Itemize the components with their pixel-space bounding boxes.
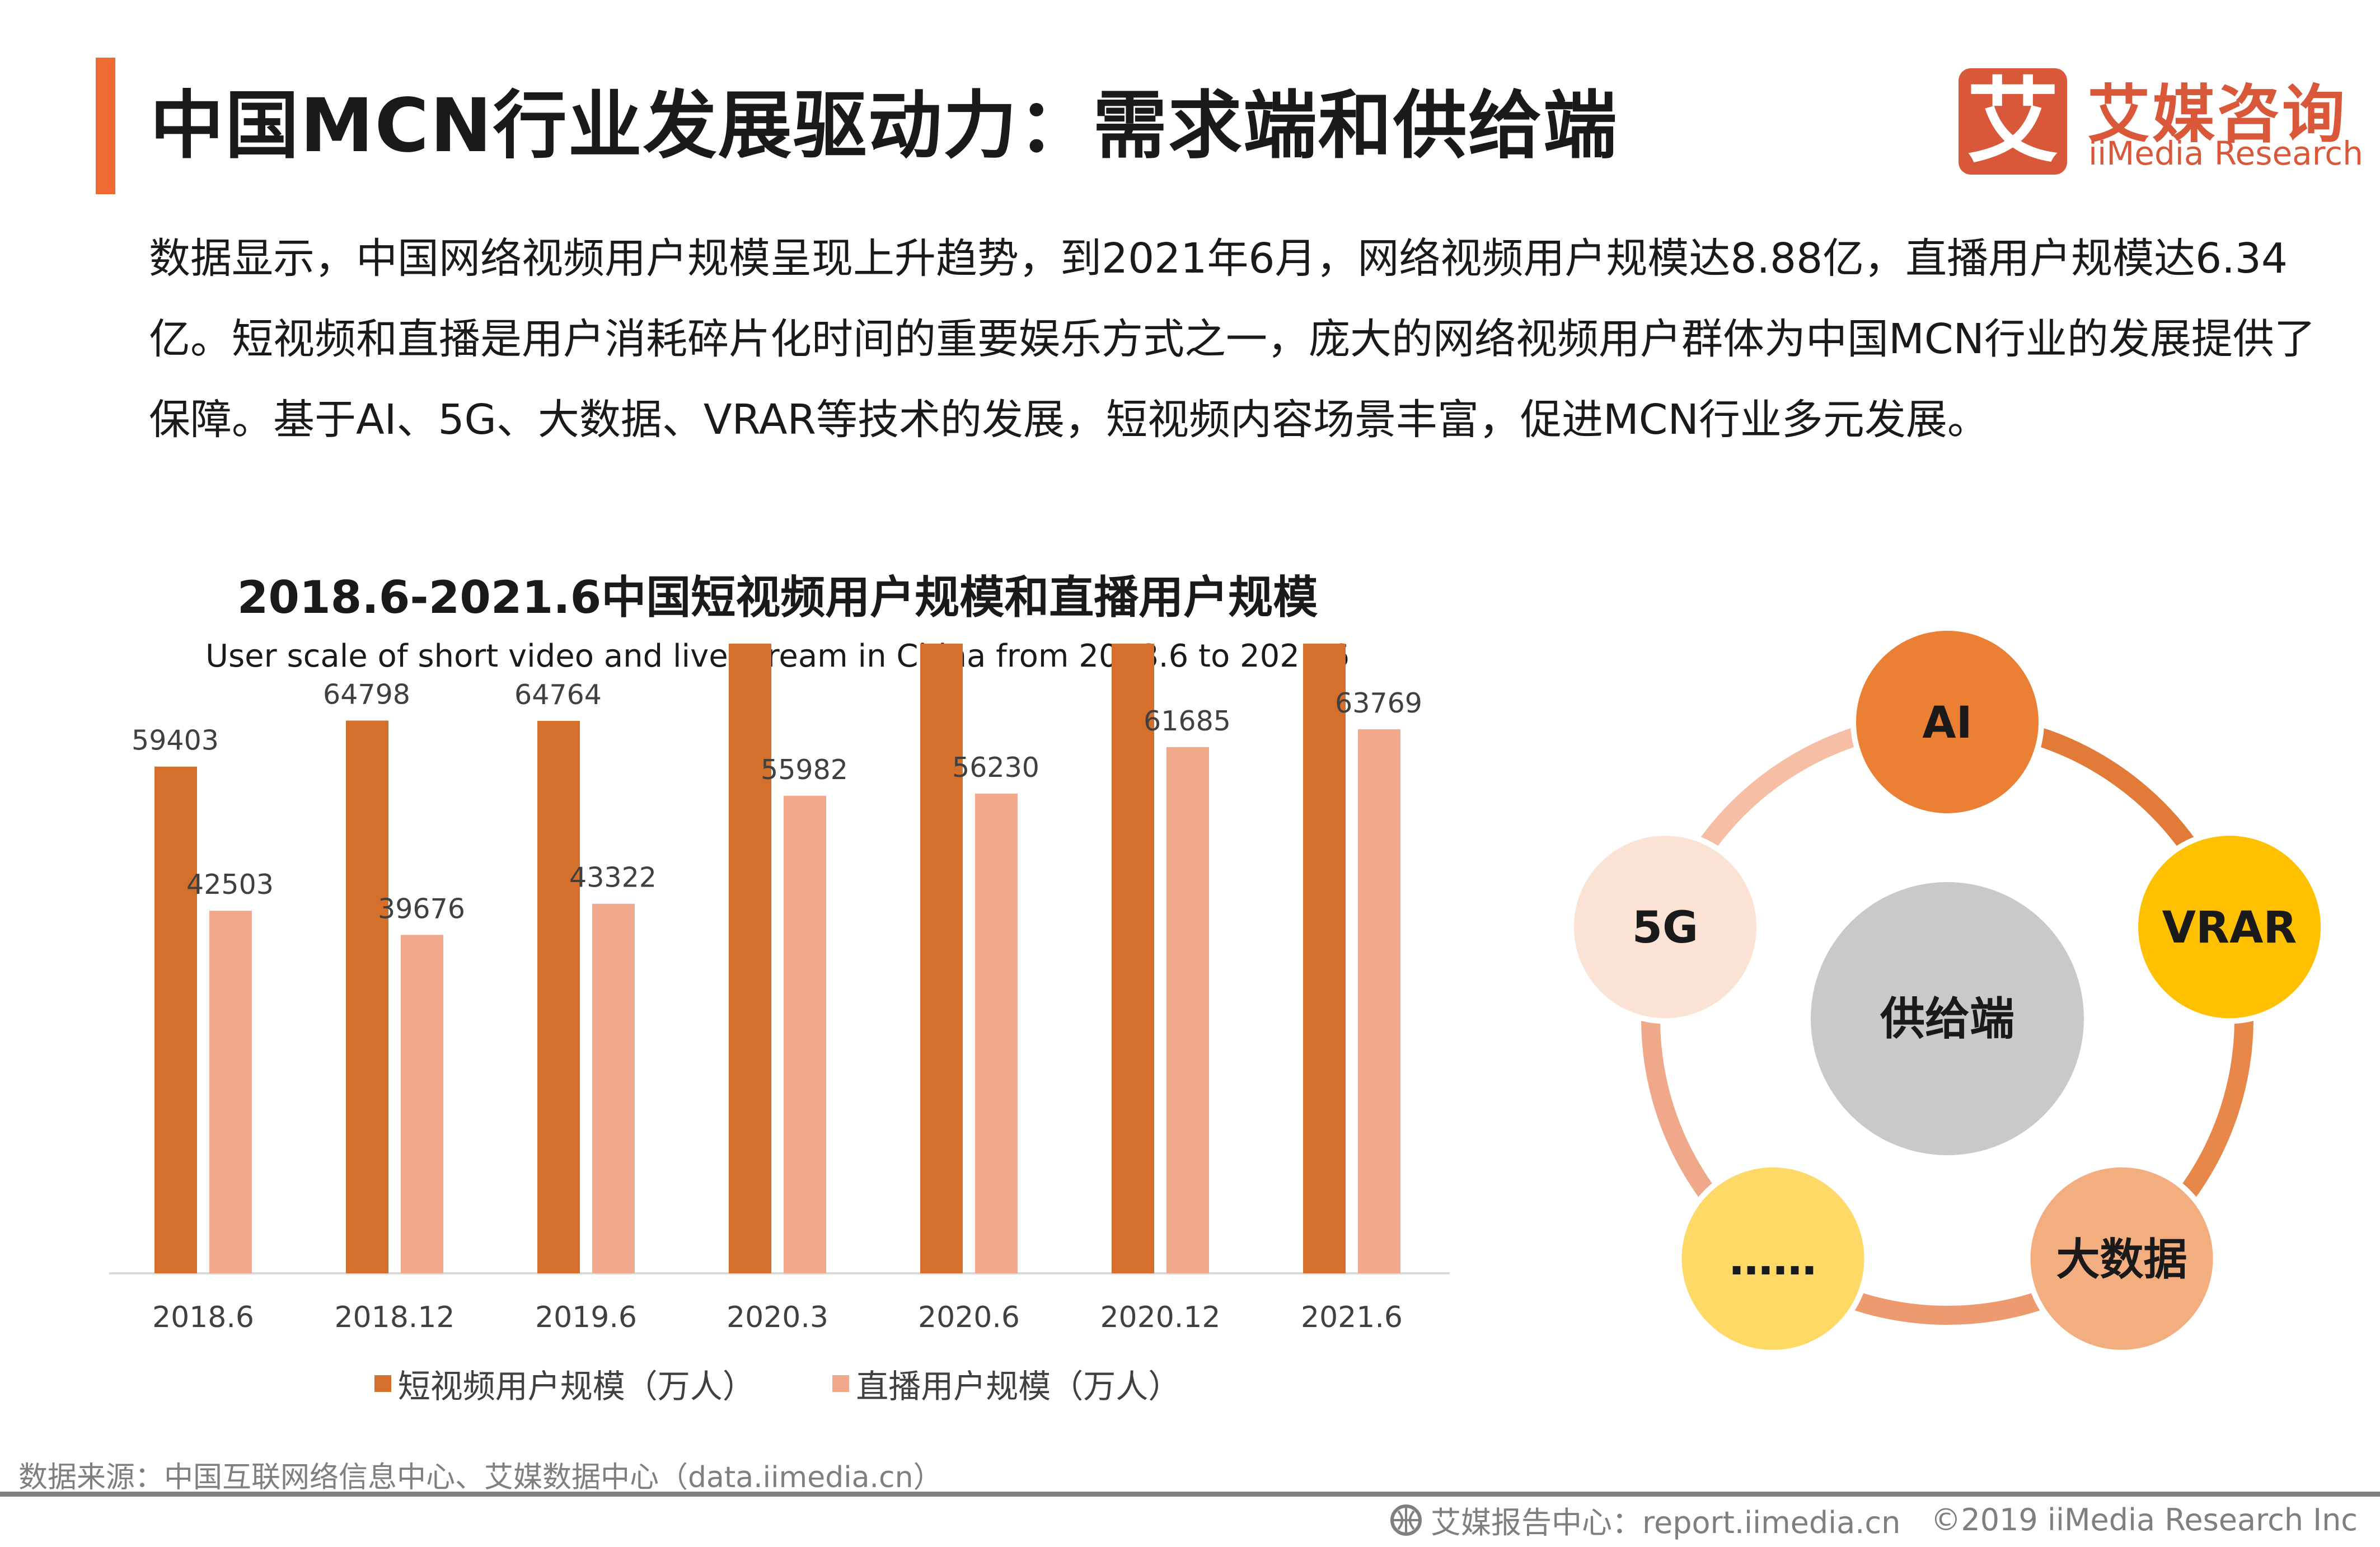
x-tick-label: 2018.6: [152, 1301, 254, 1334]
data-source: 数据来源：中国互联网络信息中心、艾媒数据中心（data.iimedia.cn）: [18, 1461, 943, 1494]
data-label: 64798: [323, 678, 410, 710]
footer-divider: [0, 1492, 2380, 1497]
data-label: 64764: [514, 679, 602, 711]
chart-title: 2018.6-2021.6中国短视频用户规模和直播用户规模: [237, 571, 1318, 624]
footer-copyright: ©2019 iiMedia Research Inc: [1931, 1502, 2358, 1537]
logo-mark: 艾: [1959, 68, 2067, 175]
bar-short-video: [920, 644, 963, 1273]
globe-icon: [1390, 1504, 1422, 1536]
chart-legend: 短视频用户规模（万人） 直播用户规模（万人）: [0, 1360, 1555, 1407]
bar-short-video: [1303, 644, 1346, 1273]
node-label: 大数据: [2056, 1235, 2187, 1285]
center-circle: [1811, 882, 2084, 1155]
legend-item-live-stream: 直播用户规模（万人）: [832, 1360, 1180, 1407]
bar-live-stream: [401, 935, 443, 1273]
bar-live-stream: [1166, 747, 1209, 1273]
node-circle: [1850, 625, 2044, 819]
data-label: 63769: [1335, 687, 1422, 719]
footer-report-link[interactable]: 艾媒报告中心：report.iimedia.cn: [1430, 1505, 1901, 1540]
bar-live-stream: [209, 911, 252, 1273]
data-label: 61685: [1144, 705, 1231, 737]
legend-label: 短视频用户规模（万人）: [397, 1367, 755, 1405]
iimedia-logo: 艾 艾媒咨询 iiMedia Research: [1959, 68, 2363, 180]
data-label: 42503: [186, 869, 274, 901]
data-label: 39676: [378, 893, 465, 925]
node-circle: [1568, 830, 1762, 1024]
node-label: ……: [1729, 1235, 1816, 1285]
bar-live-stream: [975, 794, 1018, 1273]
data-label: 55982: [761, 754, 848, 786]
footer: 艾媒报告中心：report.iimedia.cn ©2019 iiMedia R…: [1389, 1498, 2358, 1542]
x-tick-label: 2020.3: [727, 1301, 828, 1334]
data-label: 56230: [952, 752, 1039, 784]
page-title: 中国MCN行业发展驱动力：需求端和供给端: [150, 83, 1618, 169]
data-label: 43322: [569, 862, 657, 894]
legend-item-short-video: 短视频用户规模（万人）: [374, 1360, 755, 1407]
node-circle: [2133, 830, 2327, 1024]
data-label: 59403: [132, 725, 219, 757]
bar-live-stream: [784, 795, 826, 1273]
chart-subtitle: User scale of short video and live strea…: [205, 638, 1350, 674]
x-tick-label: 2018.12: [334, 1301, 455, 1334]
title-accent-bar: [96, 58, 115, 194]
node-circle: [1676, 1161, 1870, 1356]
node-label: AI: [1922, 698, 1972, 748]
bar-live-stream: [592, 903, 635, 1273]
bar-live-stream: [1358, 729, 1400, 1273]
logo-cn-text: 艾媒咨询: [2087, 78, 2347, 151]
node-label: VRAR: [2162, 903, 2297, 953]
legend-swatch: [374, 1375, 391, 1392]
bar-short-video: [1112, 644, 1154, 1273]
center-label: 供给端: [1880, 993, 2014, 1045]
bar-short-video: [537, 720, 580, 1273]
bar-short-video: [346, 720, 388, 1273]
logo-en-text: iiMedia Research: [2088, 134, 2363, 172]
supply-side-diagram: 供给端 AI VRAR 大数据 …… 5G: [1568, 625, 2327, 1356]
node-label: 5G: [1632, 903, 1698, 953]
bar-chart: 59403 42503 2018.6 64798 39676 2018.12 64764 43…: [109, 644, 1450, 1334]
x-tick-label: 2020.12: [1100, 1301, 1220, 1334]
x-tick-label: 2019.6: [535, 1301, 637, 1334]
legend-swatch: [832, 1375, 850, 1392]
x-tick-label: 2021.6: [1301, 1301, 1403, 1334]
bar-short-video: [154, 766, 197, 1273]
node-circle: [2025, 1161, 2219, 1356]
intro-paragraph: 数据显示，中国网络视频用户规模呈现上升趋势，到2021年6月，网络视频用户规模达…: [149, 235, 2316, 444]
bar-short-video: [729, 644, 771, 1273]
x-tick-label: 2020.6: [918, 1301, 1020, 1334]
legend-label: 直播用户规模（万人）: [856, 1367, 1181, 1405]
